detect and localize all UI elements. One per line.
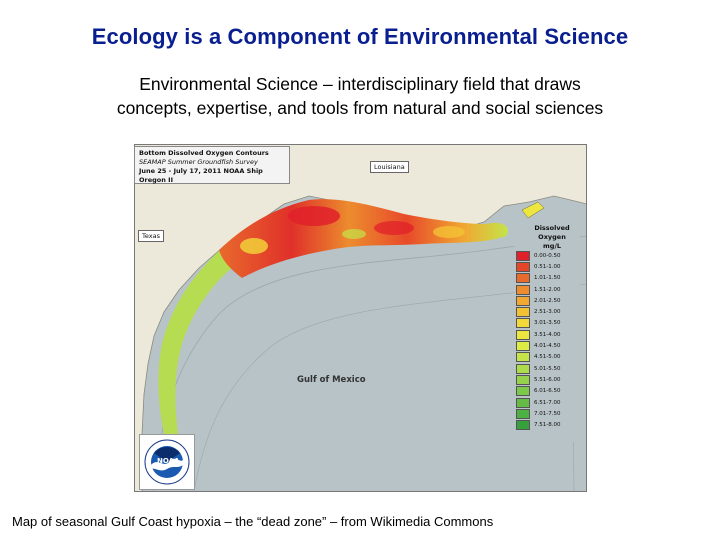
moderate-oxygen-patch [433, 226, 465, 238]
noaa-logo-icon [144, 439, 190, 485]
hypoxia-map-image [134, 144, 587, 492]
map-info-dates: June 25 - July 17, 2011 NOAA Ship Oregon… [139, 167, 263, 184]
legend-row: 3.01-3.50 [516, 318, 560, 329]
legend-label: 6.51-7.00 [534, 399, 561, 406]
noaa-logo-text: NOAA [157, 457, 180, 465]
legend-row: 7.51-8.00 [516, 419, 561, 431]
moderate-oxygen-patch [342, 229, 366, 239]
legend-row: 3.51-4.00 [516, 329, 560, 340]
legend-swatch [516, 295, 530, 306]
legend-row: 5.51-6.00 [516, 374, 560, 385]
subtitle-line-1: Environmental Science – interdisciplinar… [139, 74, 581, 94]
noaa-logo: NOAA [139, 434, 195, 490]
legend-label: 1.51-2.00 [534, 286, 561, 293]
legend-row: 2.51-3.00 [516, 306, 561, 318]
legend-row: 4.51-5.00 [516, 352, 560, 363]
legend-label: 5.51-6.00 [534, 376, 561, 383]
legend-swatch [516, 273, 530, 284]
legend-row: 7.01-7.50 [516, 408, 560, 419]
figure-caption: Map of seasonal Gulf Coast hypoxia – the… [12, 514, 494, 529]
map-info-survey: SEAMAP Summer Groundfish Survey [139, 158, 258, 166]
legend-label: 0.00-0.50 [534, 252, 561, 259]
low-oxygen-patch [288, 206, 340, 226]
legend-row: 0.51-1.00 [516, 261, 560, 272]
legend-title-line-1: Dissolved Oxygen [534, 224, 570, 241]
bathymetry-line [193, 283, 587, 492]
map-info-title: Bottom Dissolved Oxygen Contours [139, 149, 269, 157]
legend-swatch [516, 250, 530, 261]
legend-swatch [516, 374, 530, 385]
legend-row: 5.01-5.50 [516, 363, 560, 374]
legend-label: 7.01-7.50 [534, 410, 561, 417]
louisiana-label: Louisiana [370, 161, 409, 173]
legend-row: 1.01-1.50 [516, 273, 560, 284]
map-frame [134, 144, 587, 492]
legend-swatch [516, 261, 530, 272]
dissolved-oxygen-legend: 0.00-0.50 0.51-1.00 1.01-1.50 1.51-2.00 2.01… [516, 250, 560, 431]
legend-row: 1.51-2.00 [516, 284, 560, 295]
legend-row: 0.00-0.50 [516, 250, 560, 261]
gulf-of-mexico-label: Gulf of Mexico [297, 375, 366, 385]
legend-label: 4.51-5.00 [534, 354, 561, 361]
legend-swatch [516, 341, 530, 352]
map-graphic [134, 144, 587, 492]
legend-label: 1.01-1.50 [534, 275, 561, 282]
legend-label: 2.51-3.00 [534, 309, 561, 316]
legend-swatch [516, 329, 530, 340]
map-info-box: Bottom Dissolved Oxygen Contours SEAMAP … [134, 146, 290, 184]
legend-label: 3.51-4.00 [534, 331, 561, 338]
legend-label: 2.01-2.50 [534, 297, 561, 304]
legend-label: 0.51-1.00 [534, 263, 561, 270]
legend-swatch [516, 408, 530, 419]
legend-row: 6.01-6.50 [516, 386, 560, 397]
legend-swatch [516, 386, 530, 397]
dissolved-oxygen-shelf-band [158, 248, 234, 434]
legend-swatch [516, 352, 530, 363]
legend-swatch [516, 318, 530, 329]
legend-label: 4.01-4.50 [534, 343, 561, 350]
legend-title-line-2: mg/L [543, 242, 561, 250]
subtitle-line-2: concepts, expertise, and tools from natu… [116, 98, 604, 118]
legend-row: 2.01-2.50 [516, 295, 560, 306]
legend-row: 4.01-4.50 [516, 340, 561, 352]
moderate-oxygen-patch [240, 238, 268, 254]
legend-swatch [516, 307, 530, 318]
legend-swatch [516, 420, 530, 431]
legend-row: 6.51-7.00 [516, 397, 560, 408]
legend-swatch [516, 363, 530, 374]
legend-label: 7.51-8.00 [534, 422, 561, 429]
low-oxygen-patch [374, 221, 414, 235]
legend-title: Dissolved Oxygen mg/L [522, 224, 582, 251]
texas-label: Texas [138, 230, 164, 242]
slide-subtitle: Environmental Science – interdisciplinar… [40, 72, 680, 120]
legend-swatch [516, 397, 530, 408]
legend-label: 3.01-3.50 [534, 320, 561, 327]
eastern-oxygen-patch [521, 201, 545, 219]
legend-swatch [516, 284, 530, 295]
legend-label: 6.01-6.50 [534, 388, 561, 395]
slide-title: Ecology is a Component of Environmental … [91, 24, 629, 49]
legend-label: 5.01-5.50 [534, 365, 561, 372]
